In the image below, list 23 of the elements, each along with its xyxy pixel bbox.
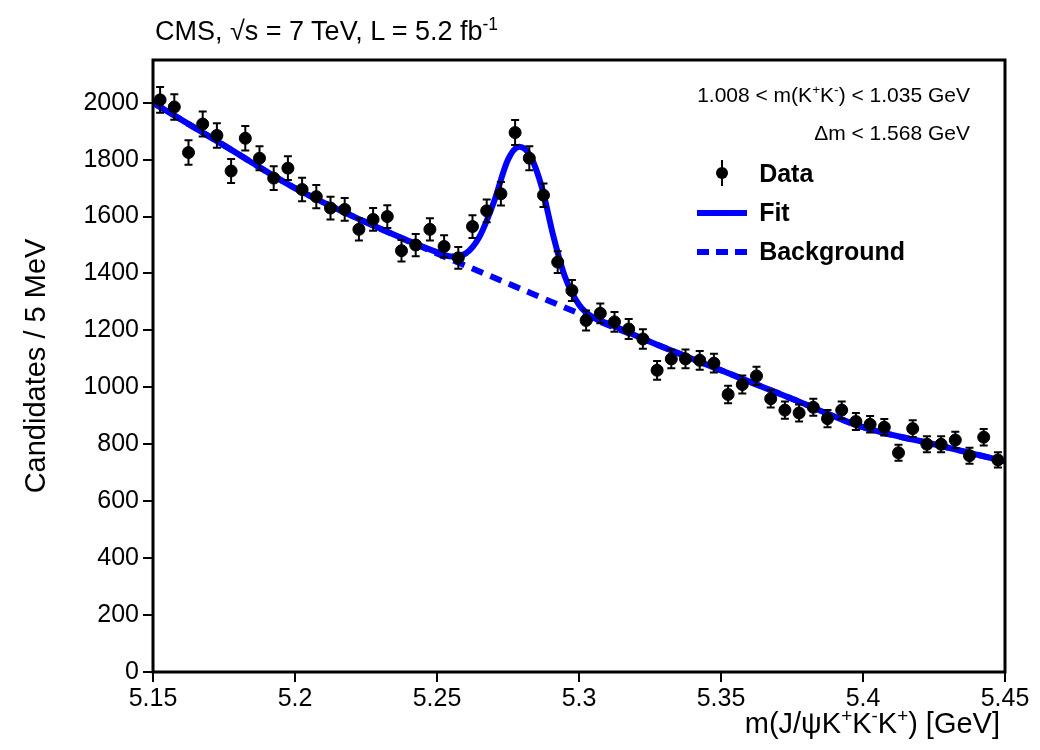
x-tick-label: 5.35	[696, 682, 746, 711]
x-tick-label: 5.15	[128, 682, 178, 711]
annotation: Δm < 1.568 GeV	[813, 121, 970, 145]
y-tick-label: 1200	[83, 314, 139, 343]
y-tick-label: 1400	[83, 257, 139, 286]
annotation: 1.008 < m(K$^{+}$K$^{-}$) < 1.035 GeV	[697, 82, 970, 107]
y-tick-label: 0	[125, 655, 139, 684]
x-tick-label: 5.25	[412, 682, 462, 711]
y-tick-label: 200	[97, 598, 139, 627]
y-tick-label: 1600	[83, 200, 139, 229]
x-tick-label: 5.3	[561, 682, 597, 711]
legend-label: Fit	[759, 198, 790, 227]
y-tick-label: 600	[97, 485, 139, 514]
y-tick-label: 1800	[83, 143, 139, 172]
legend-label: Data	[759, 159, 814, 188]
y-tick-label: 1000	[83, 371, 139, 400]
x-tick-label: 5.2	[277, 682, 313, 711]
y-tick-label: 400	[97, 542, 139, 571]
chart-title: CMS, √s = 7 TeV, L = 5.2 fb$^{-1}$	[155, 14, 499, 47]
y-tick-label: 2000	[83, 86, 139, 115]
legend-label: Background	[759, 237, 905, 266]
y-axis-title: Candidates / 5 MeV	[18, 238, 52, 494]
y-tick-label: 800	[97, 428, 139, 457]
